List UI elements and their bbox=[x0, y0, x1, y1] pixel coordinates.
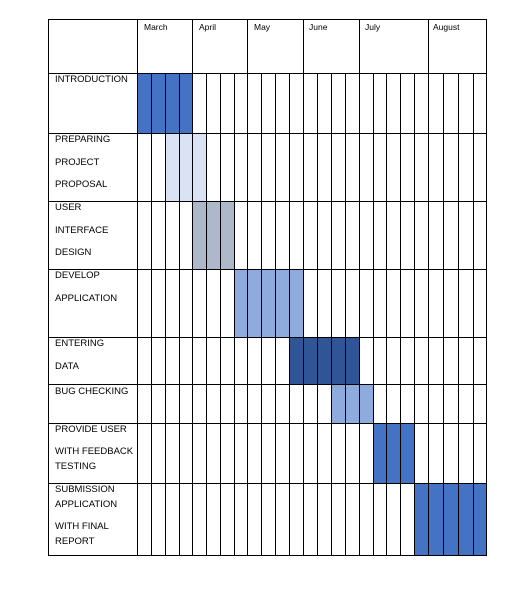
task-label: APPLICATION bbox=[55, 499, 118, 510]
task-label: INTRODUCTION bbox=[55, 74, 128, 85]
task-bar bbox=[373, 423, 414, 483]
task-label: INTERFACE bbox=[55, 225, 109, 236]
task-label: SUBMISSION bbox=[55, 484, 115, 495]
task-label: WITH FINAL bbox=[55, 521, 109, 532]
month-label-march: March bbox=[144, 22, 168, 32]
table-border bbox=[48, 19, 487, 556]
task-label: REPORT bbox=[55, 536, 95, 547]
task-bar bbox=[331, 384, 373, 423]
month-label-april: April bbox=[199, 22, 217, 32]
task-bar bbox=[289, 337, 359, 384]
task-label: PREPARING bbox=[55, 134, 111, 145]
task-label: PROVIDE USER bbox=[55, 424, 127, 435]
task-label: USER bbox=[55, 202, 82, 213]
task-bar bbox=[137, 73, 192, 133]
month-label-august: August bbox=[433, 22, 460, 32]
month-label-june: June bbox=[309, 22, 328, 32]
task-label: WITH FEEDBACK bbox=[55, 446, 134, 457]
task-label: APPLICATION bbox=[55, 293, 118, 304]
month-label-may: May bbox=[254, 22, 271, 32]
task-label: BUG CHECKING bbox=[55, 386, 129, 397]
task-label: DESIGN bbox=[55, 247, 92, 258]
task-label: DEVELOP bbox=[55, 270, 100, 281]
task-label: DATA bbox=[55, 361, 79, 372]
task-bar bbox=[234, 269, 303, 337]
task-label: TESTING bbox=[55, 461, 97, 472]
month-label-july: July bbox=[365, 22, 381, 32]
task-bar bbox=[192, 201, 234, 269]
task-label: PROPOSAL bbox=[55, 179, 108, 190]
task-bar bbox=[165, 133, 206, 201]
task-bar bbox=[414, 483, 487, 556]
task-label: ENTERING bbox=[55, 338, 105, 349]
task-label: PROJECT bbox=[55, 157, 100, 168]
